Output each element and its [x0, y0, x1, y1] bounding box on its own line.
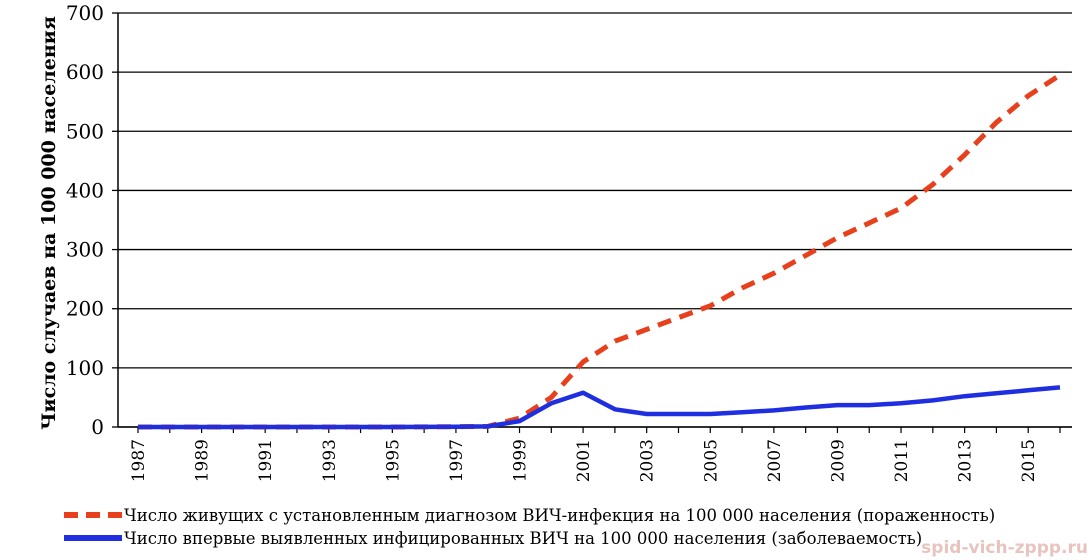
y-tick-label-300: 300	[66, 238, 104, 262]
legend-swatch-dashed	[64, 512, 122, 518]
x-tick-label-1995: 1995	[383, 439, 403, 482]
x-tick-label-2005: 2005	[701, 439, 721, 482]
x-tick-label-2007: 2007	[765, 439, 785, 482]
watermark: spid-vich-zppp.ru	[921, 538, 1088, 558]
x-axis-ticks: 1987 1989 1991 1993 1995 1997 1999 2001 2003 2005…	[129, 427, 1061, 482]
x-tick-label-2013: 2013	[956, 439, 976, 482]
x-tick-label-1997: 1997	[447, 439, 467, 482]
legend-label-prevalence: Число живущих с установленным диагнозом …	[124, 505, 996, 525]
x-tick-label-1999: 1999	[511, 439, 531, 482]
x-tick-label-1991: 1991	[256, 439, 276, 482]
x-tick-label-1993: 1993	[320, 439, 340, 482]
series-lines	[138, 73, 1062, 430]
x-tick-label-2011: 2011	[892, 439, 912, 482]
y-tick-label-0: 0	[91, 415, 104, 439]
y-tick-label-600: 600	[66, 60, 104, 84]
legend-item-incidence: Число впервые выявленных инфицированных …	[64, 527, 1064, 549]
y-tick-label-100: 100	[66, 356, 104, 380]
series-line-0	[138, 73, 1062, 430]
axes	[117, 13, 1072, 428]
x-tick-label-2001: 2001	[574, 439, 594, 482]
y-tick-label-700: 700	[66, 1, 104, 25]
legend-swatch-solid	[64, 535, 122, 541]
x-tick-label-2009: 2009	[828, 439, 848, 482]
y-axis-label: Число случаев на 100 000 населения	[38, 16, 60, 430]
x-tick-label-1989: 1989	[193, 439, 213, 482]
x-tick-label-2015: 2015	[1019, 439, 1039, 482]
gridlines	[118, 12, 1072, 428]
y-tick-label-200: 200	[66, 297, 104, 321]
legend-label-incidence: Число впервые выявленных инфицированных …	[124, 528, 923, 548]
y-tick-label-500: 500	[66, 119, 104, 143]
y-axis-ticks: 0 100 200 300 400 500 600 700	[66, 1, 118, 439]
y-tick-label-400: 400	[66, 178, 104, 202]
x-tick-label-1987: 1987	[129, 439, 149, 482]
x-tick-label-2003: 2003	[638, 439, 658, 482]
legend-item-prevalence: Число живущих с установленным диагнозом …	[64, 504, 1064, 526]
series-line-1	[138, 385, 1061, 430]
